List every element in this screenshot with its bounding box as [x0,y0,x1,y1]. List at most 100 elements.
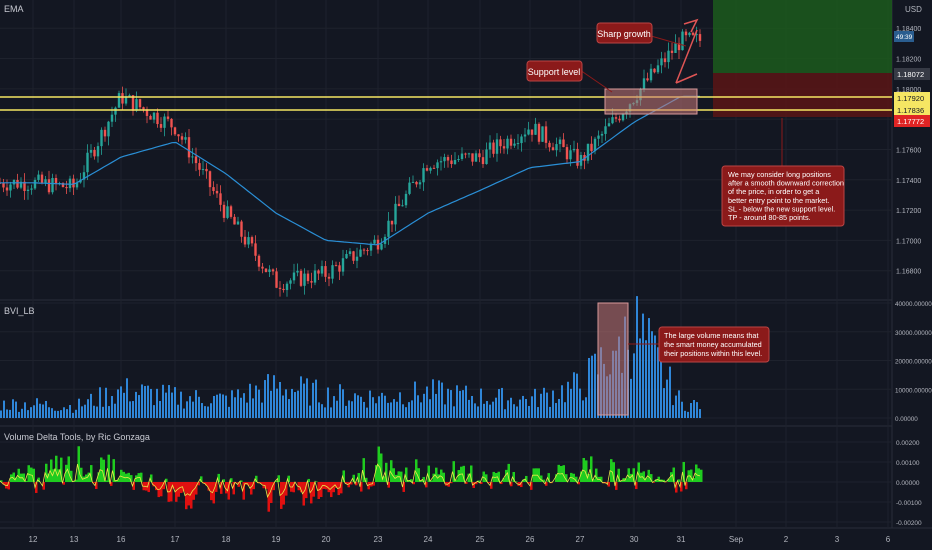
candle[interactable] [520,136,523,144]
candle[interactable] [488,142,492,150]
candle[interactable] [296,270,299,273]
candle[interactable] [474,153,478,162]
candle[interactable] [544,126,548,143]
volume-bar[interactable] [285,389,287,418]
candle[interactable] [341,258,345,272]
candle[interactable] [44,179,47,183]
volume-bar[interactable] [39,403,41,418]
candle[interactable] [159,124,163,128]
volume-bar[interactable] [660,355,662,418]
volume-bar[interactable] [135,391,137,418]
volume-bar[interactable] [165,392,167,418]
candle[interactable] [576,148,579,166]
candle[interactable] [457,159,460,161]
candle[interactable] [558,139,562,145]
volume-bar[interactable] [141,384,143,418]
candle[interactable] [128,95,131,97]
candle[interactable] [436,162,439,169]
volume-bar[interactable] [237,389,239,418]
volume-bar[interactable] [240,397,242,418]
candle[interactable] [597,135,600,139]
candle[interactable] [604,126,607,134]
candle[interactable] [684,31,688,36]
volume-bar[interactable] [549,406,551,418]
candle[interactable] [184,137,187,140]
volume-bar[interactable] [408,402,410,418]
volume-bar[interactable] [84,404,86,418]
candle[interactable] [649,68,653,81]
candle[interactable] [142,107,145,110]
volume-bar[interactable] [342,389,344,418]
volume-bar[interactable] [120,386,122,418]
volume-bar[interactable] [138,395,140,418]
volume-bar[interactable] [339,384,341,418]
candle[interactable] [397,203,401,207]
volume-bar[interactable] [96,406,98,418]
volume-bar[interactable] [93,405,95,418]
volume-bar[interactable] [648,318,650,418]
volume-bar[interactable] [243,393,245,418]
volume-bar[interactable] [438,380,440,418]
candle[interactable] [5,187,9,191]
volume-bar[interactable] [579,388,581,418]
volume-bar[interactable] [633,353,635,418]
candle[interactable] [586,143,590,161]
volume-bar[interactable] [387,402,389,418]
volume-bar[interactable] [315,379,317,418]
volume-bar[interactable] [303,383,305,418]
candle[interactable] [506,138,509,149]
volume-bar[interactable] [546,392,548,418]
volume-bar[interactable] [297,390,299,418]
candle[interactable] [534,123,537,135]
candle[interactable] [166,116,170,119]
volume-bar[interactable] [672,405,674,418]
candle[interactable] [660,58,663,66]
ema-line[interactable] [0,95,700,246]
candle[interactable] [163,116,166,128]
candle[interactable] [149,115,152,120]
volume-bar[interactable] [72,412,74,418]
volume-bar[interactable] [414,381,416,418]
volume-bar[interactable] [288,399,290,418]
volume-bar[interactable] [663,388,665,418]
candle[interactable] [481,157,485,165]
candle[interactable] [261,266,264,269]
candle[interactable] [156,112,159,125]
volume-bar[interactable] [381,392,383,418]
volume-bar[interactable] [498,389,500,418]
candle[interactable] [264,268,268,272]
candle[interactable] [93,149,96,157]
volume-bar[interactable] [444,404,446,418]
candle[interactable] [499,139,502,147]
candle[interactable] [313,270,317,283]
volume-bar[interactable] [225,395,227,418]
volume-bar[interactable] [330,407,332,418]
volume-callout[interactable] [658,326,770,363]
volume-bar[interactable] [522,395,524,418]
volume-bar[interactable] [231,390,233,418]
volume-bar[interactable] [99,387,101,418]
candle[interactable] [96,146,100,157]
volume-bar[interactable] [108,406,110,418]
candle[interactable] [359,249,362,257]
volume-bar[interactable] [630,378,632,418]
volume-bar[interactable] [348,400,350,418]
volume-bar[interactable] [366,407,368,418]
volume-bar[interactable] [327,387,329,418]
volume-bar[interactable] [333,396,335,418]
support-box[interactable] [604,88,698,115]
volume-bar[interactable] [192,401,194,418]
volume-bar[interactable] [324,407,326,418]
candle[interactable] [331,265,334,279]
candle[interactable] [89,149,93,153]
price-axis[interactable]: 1.184001.182001.180001.178001.176001.174… [895,26,932,527]
candle[interactable] [600,133,604,136]
candle[interactable] [607,123,611,127]
candle[interactable] [663,58,667,63]
volume-bar[interactable] [552,390,554,418]
candle[interactable] [194,156,198,164]
candle[interactable] [124,96,128,104]
volume-bar[interactable] [267,374,269,418]
volume-bar[interactable] [12,399,14,418]
volume-bar[interactable] [369,390,371,418]
